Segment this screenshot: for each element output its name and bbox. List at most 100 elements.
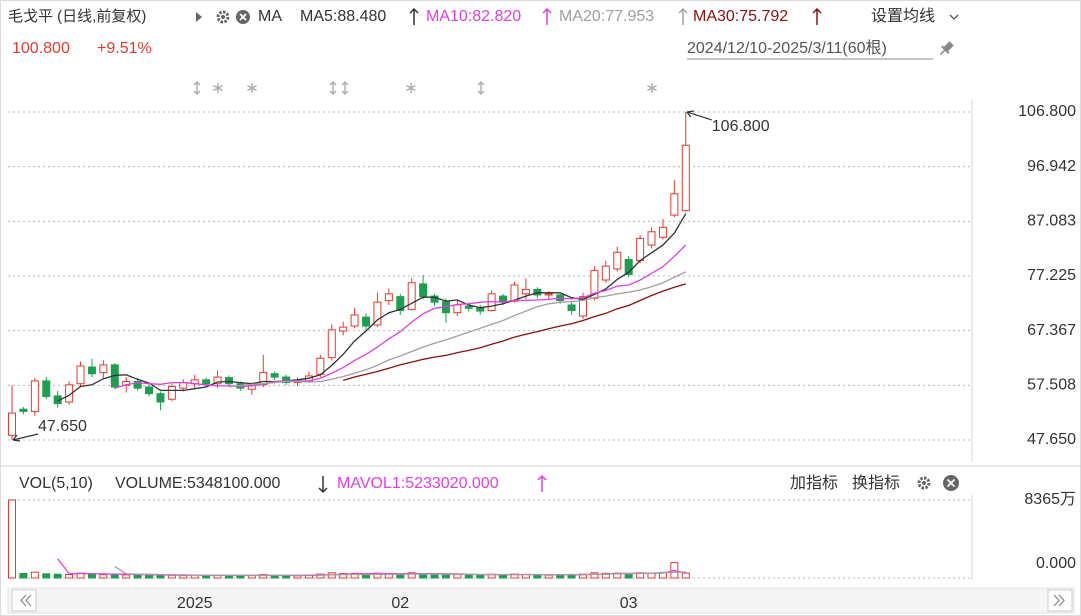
add-indicator-button[interactable]: 加指标	[790, 474, 838, 492]
volume-bar	[476, 574, 485, 579]
candle-body	[647, 231, 656, 246]
volume-ma-line	[114, 565, 686, 576]
candle-body	[430, 295, 439, 303]
volume-bar	[407, 572, 416, 579]
y-tick-label: 67.367	[1027, 322, 1076, 339]
candle-body	[87, 366, 96, 375]
stock-title: 毛戈平 (日线,前复权)	[8, 7, 146, 25]
event-marker	[329, 81, 337, 95]
ma-line	[228, 271, 687, 388]
volume-legend: VOLUME:5348100.000	[115, 475, 281, 492]
gear-icon[interactable]	[216, 10, 230, 24]
switch-indicator-button[interactable]: 换指标	[852, 474, 900, 492]
candle-body	[624, 258, 633, 275]
volume-bar	[53, 573, 62, 579]
close-icon[interactable]	[943, 475, 959, 491]
candle-body	[419, 283, 428, 298]
y-tick-label: 96.942	[1027, 158, 1076, 175]
volume-bar	[133, 574, 142, 579]
event-marker	[247, 83, 257, 93]
volume-bar	[19, 573, 28, 579]
trend-arrow	[812, 7, 822, 25]
candle-body	[373, 301, 382, 326]
volume-bar	[145, 574, 154, 579]
volume-bar	[533, 574, 542, 579]
candle-body	[681, 144, 690, 212]
volume-bar	[556, 574, 565, 579]
y-tick-label: 0.000	[1036, 555, 1076, 572]
candle-body	[327, 329, 336, 359]
x-tick-label: 03	[620, 595, 638, 612]
ma-line	[114, 244, 687, 389]
candle-body	[544, 293, 553, 296]
candle-body	[567, 304, 576, 312]
volume-bar	[464, 574, 473, 579]
event-marker	[213, 83, 223, 93]
volume-bar	[681, 572, 690, 579]
y-tick-label: 87.083	[1027, 213, 1076, 230]
scroll-right-button[interactable]	[1047, 589, 1073, 612]
ma-line	[57, 213, 687, 402]
volume-bar	[293, 575, 302, 579]
expand-icon[interactable]	[196, 12, 202, 22]
candle-body	[384, 293, 393, 302]
volume-bar	[430, 573, 439, 579]
candle-body	[224, 377, 233, 385]
legend-entry: MA10:82.820	[426, 8, 521, 25]
price-change: +9.51%	[97, 40, 152, 57]
annotation-arrow	[12, 433, 39, 442]
candle-body	[145, 386, 154, 395]
trend-arrow	[542, 7, 552, 25]
candle-body	[350, 314, 359, 327]
volume-bar	[544, 574, 553, 579]
date-range[interactable]: 2024/12/10-2025/3/11(60根)	[687, 39, 887, 57]
candle-body	[407, 282, 416, 310]
close-icon[interactable]	[236, 10, 250, 24]
volume-bar	[202, 575, 211, 579]
volume-bar	[624, 573, 633, 579]
legend-entry: MA30:75.792	[693, 8, 788, 25]
ma-line	[343, 283, 686, 382]
ma-settings-button[interactable]: 设置均线	[871, 7, 935, 25]
candle-body	[167, 385, 176, 400]
trend-arrow	[678, 7, 688, 25]
volume-bar	[65, 573, 74, 579]
legend-entry: MA20:77.953	[559, 8, 654, 25]
volume-bar	[453, 574, 462, 579]
annotation-label: 47.650	[38, 418, 87, 435]
y-tick-label: 47.650	[1027, 431, 1076, 448]
volume-bar	[8, 499, 16, 579]
x-tick-label: 2025	[177, 595, 213, 612]
volume-bar	[339, 573, 348, 579]
scroll-bar[interactable]	[7, 587, 1075, 614]
candle-body	[282, 376, 291, 384]
pin-icon[interactable]	[937, 40, 955, 58]
event-markers	[193, 81, 657, 95]
candle-body	[453, 304, 462, 314]
candle-body	[19, 408, 28, 412]
event-marker	[647, 83, 657, 93]
volume-bar	[316, 573, 325, 579]
dropdown-chevron[interactable]	[949, 14, 959, 20]
candle-body	[476, 307, 485, 312]
ma-label: MA	[258, 8, 282, 25]
gear-icon[interactable]	[917, 476, 931, 490]
candle-body	[156, 393, 165, 403]
candle-body	[636, 237, 645, 262]
candle-body	[202, 379, 211, 385]
x-tick-label: 02	[391, 595, 409, 612]
scroll-left-button[interactable]	[11, 589, 37, 612]
candle-body	[670, 193, 679, 216]
candle-body	[499, 295, 508, 303]
candle-body	[99, 364, 108, 374]
candle-body	[133, 380, 142, 389]
volume-bar	[42, 573, 51, 579]
candle-body	[601, 265, 610, 281]
candle-body	[30, 380, 39, 412]
trend-arrow	[318, 476, 328, 494]
candle-body	[521, 288, 530, 295]
legend-entry: MA5:88.480	[300, 8, 386, 25]
candle-body	[613, 251, 622, 270]
